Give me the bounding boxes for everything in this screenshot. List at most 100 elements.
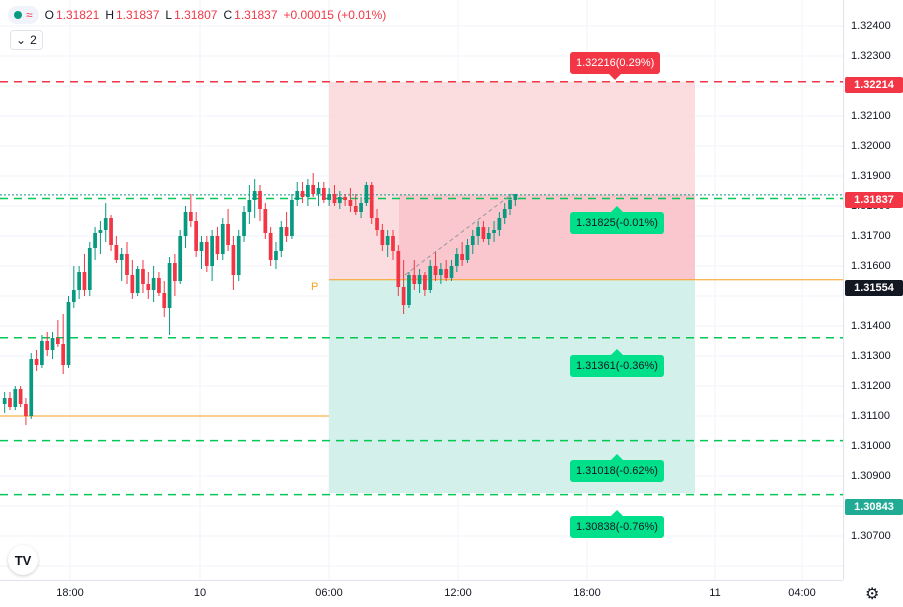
candle-body (502, 209, 507, 218)
candle-body (167, 263, 172, 308)
target-top-tag[interactable]: 1.32216(0.29%) (570, 52, 661, 80)
candle-body (103, 218, 108, 230)
candle-body (194, 221, 199, 251)
time-axis[interactable]: 18:00 10 06:00 12:00 18:00 11 04:00 (0, 580, 843, 607)
price-tick-label: 1.32000 (851, 140, 891, 152)
level-tag-4[interactable]: 1.30838(-0.76%) (570, 510, 664, 538)
candle-body (146, 284, 151, 290)
candle-body (508, 200, 512, 209)
candle-body (470, 236, 475, 245)
open-label: O (44, 8, 54, 22)
candle-body (34, 359, 39, 365)
entry-marker: P (311, 281, 319, 293)
candle-body (306, 185, 310, 197)
candle-body (183, 212, 188, 236)
chart-pane[interactable]: ≈ O 1.31821 H 1.31837 L 1.31807 C 1.31837 +0… (0, 0, 843, 580)
candle-body (157, 278, 161, 293)
candle-body (348, 200, 353, 206)
price-tick-label: 1.32400 (851, 20, 891, 32)
price-badge-entry: 1.31554 (845, 280, 903, 296)
candle-body (369, 185, 374, 218)
settings-gear-icon[interactable]: ⚙ (865, 586, 880, 603)
close-label: C (223, 8, 233, 22)
market-open-icon (14, 11, 22, 19)
price-tick-label: 1.31200 (851, 380, 891, 392)
level-tag-1[interactable]: 1.31825(-0.01%) (570, 206, 664, 234)
candle-body (327, 194, 332, 200)
candle-body (188, 212, 193, 221)
high-label: H (105, 8, 114, 22)
tradingview-logo[interactable]: TV (8, 545, 38, 575)
candle-body (215, 236, 220, 254)
candle-body (412, 275, 417, 284)
close-value: 1.31837 (234, 8, 278, 22)
price-tick-label: 1.31600 (851, 260, 891, 272)
candle-body (497, 218, 502, 230)
price-tick-label: 1.32300 (851, 50, 891, 62)
stop-zone-filled (399, 194, 695, 280)
price-tick-label: 1.31300 (851, 350, 891, 362)
candle-body (162, 293, 167, 308)
candle-body (375, 218, 379, 230)
price-tick-label: 1.31100 (851, 410, 890, 422)
price-tick-label: 1.31400 (851, 320, 891, 332)
level-tag-3[interactable]: 1.31018(-0.62%) (570, 454, 664, 482)
candle-body (332, 194, 337, 203)
candle-body (444, 269, 449, 278)
candle-body (93, 233, 97, 248)
candle-body (40, 341, 44, 365)
candle-body (428, 266, 433, 290)
candle-body (247, 200, 252, 212)
candle-body (263, 209, 268, 233)
candle-body (423, 275, 427, 290)
level-tag-2[interactable]: 1.31361(-0.36%) (570, 349, 664, 377)
candle-body (109, 218, 113, 245)
candle-body (279, 227, 284, 251)
price-tick-label: 1.31900 (851, 170, 891, 182)
candle-body (98, 230, 103, 233)
candle-body (50, 338, 55, 350)
chevron-down-icon: ⌄ (16, 33, 27, 47)
indicators-collapse-button[interactable]: ⌄ 2 (10, 30, 43, 50)
candle-body (258, 191, 262, 209)
time-tick-label: 18:00 (573, 587, 601, 599)
high-value: 1.31837 (116, 8, 160, 22)
price-badge-top: 1.32214 (845, 77, 903, 93)
candle-body (476, 227, 480, 236)
legend-status[interactable]: ≈ (8, 6, 39, 24)
candle-body (385, 236, 390, 245)
candle-body (481, 227, 486, 239)
candle-body (8, 398, 12, 407)
candle-body (454, 254, 459, 266)
low-value: 1.31807 (174, 8, 218, 22)
candle-body (380, 230, 385, 245)
candle-body (295, 191, 300, 200)
low-label: L (165, 8, 173, 22)
candle-body (151, 278, 156, 290)
time-tick-label: 06:00 (315, 587, 343, 599)
chart-canvas[interactable] (0, 0, 843, 580)
candle-body (439, 269, 443, 275)
open-value: 1.31821 (55, 8, 100, 22)
time-tick-label: 11 (709, 587, 721, 599)
wave-icon: ≈ (26, 8, 33, 22)
candle-body (460, 254, 465, 260)
price-tick-label: 1.31700 (851, 230, 891, 242)
profit-zone (329, 279, 695, 494)
candle-body (268, 233, 273, 260)
candle-body (2, 398, 7, 404)
candle-body (242, 212, 246, 236)
candle-body (407, 275, 411, 305)
candle-body (226, 224, 230, 245)
candle-body (77, 272, 81, 290)
candle-body (274, 251, 278, 260)
price-axis[interactable]: 1.32400 1.32300 1.32100 1.32000 1.31900 1.318… (843, 0, 903, 580)
candle-body (284, 227, 289, 236)
candle-body (316, 188, 321, 194)
price-tick-label: 1.30900 (851, 470, 891, 482)
candle-body (417, 275, 422, 284)
candle-body (13, 389, 18, 407)
symbol-legend: ≈ O 1.31821 H 1.31837 L 1.31807 C 1.31837 +0… (8, 6, 386, 24)
candle-body (18, 389, 23, 404)
time-tick-label: 18:00 (56, 587, 84, 599)
